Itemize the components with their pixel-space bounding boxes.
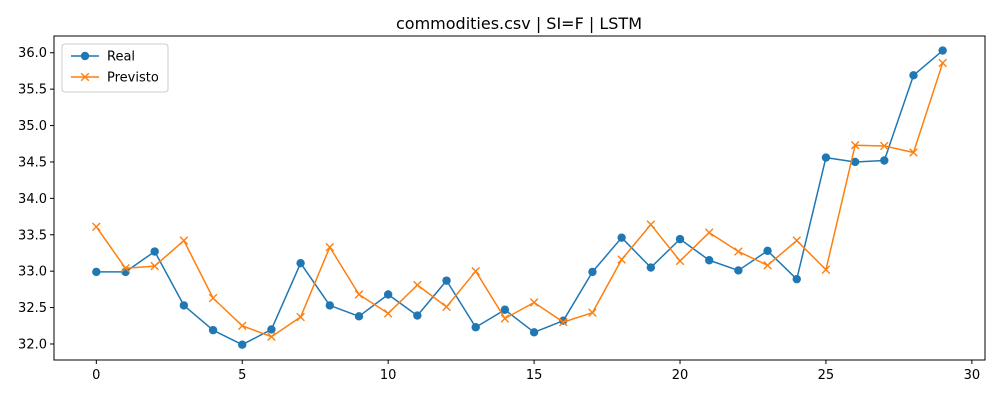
data-point-previsto xyxy=(413,280,422,290)
series-line-previsto xyxy=(95,62,944,338)
data-point-previsto xyxy=(500,314,510,323)
data-point-real xyxy=(296,258,305,268)
data-point-real xyxy=(471,323,480,332)
data-point-previsto xyxy=(179,236,189,245)
data-point-real xyxy=(92,267,101,277)
data-point-previsto xyxy=(617,255,626,264)
data-point-previsto xyxy=(588,308,597,317)
data-point-real xyxy=(267,325,276,334)
data-point-previsto xyxy=(558,317,568,327)
legend-marker-real xyxy=(80,51,90,61)
axes-frame xyxy=(53,35,986,361)
y-tick-label: 35.0 xyxy=(18,119,47,134)
x-tick-label: 30 xyxy=(964,368,981,383)
data-point-previsto xyxy=(208,293,218,303)
data-point-real xyxy=(442,276,451,285)
data-point-previsto xyxy=(938,58,947,68)
data-point-real xyxy=(763,246,772,255)
data-point-real xyxy=(850,157,860,167)
data-point-previsto xyxy=(354,290,364,299)
data-point-real xyxy=(617,233,626,242)
data-point-real xyxy=(325,301,334,310)
data-point-previsto xyxy=(442,302,451,312)
data-point-previsto xyxy=(471,266,481,276)
data-point-real xyxy=(938,46,947,55)
data-point-real xyxy=(179,301,189,310)
data-point-previsto xyxy=(92,222,101,232)
data-point-real xyxy=(238,340,247,349)
data-point-previsto xyxy=(880,141,889,151)
data-point-previsto xyxy=(150,261,159,271)
data-point-real xyxy=(909,71,918,80)
x-tick-label: 10 xyxy=(380,368,397,383)
data-point-real xyxy=(413,311,422,320)
data-point-previsto xyxy=(325,242,335,252)
data-point-real xyxy=(354,312,364,321)
data-point-real xyxy=(646,263,656,272)
y-tick-label: 32.0 xyxy=(18,337,47,352)
data-point-real xyxy=(821,153,831,162)
data-point-real xyxy=(675,234,685,244)
series-line-real xyxy=(96,49,944,346)
data-point-previsto xyxy=(850,140,860,150)
plot-area: 0 5 10 15 20 25 30 32.0 32.5 33.0 33.5 34.0 34.5 35.0… xyxy=(18,35,986,383)
data-point-real xyxy=(734,266,743,275)
x-tick-label: 25 xyxy=(818,368,835,383)
data-point-previsto xyxy=(704,228,714,237)
x-tick-label: 15 xyxy=(526,368,543,383)
data-point-previsto xyxy=(121,263,130,273)
legend-label-previsto: Previsto xyxy=(107,71,159,86)
x-tick-label: 20 xyxy=(672,368,689,383)
data-point-previsto xyxy=(237,321,247,331)
data-point-real xyxy=(588,267,597,277)
data-point-previsto xyxy=(675,256,685,266)
data-point-previsto xyxy=(792,236,802,245)
data-point-previsto xyxy=(821,265,831,275)
data-point-real xyxy=(792,274,801,284)
data-point-previsto xyxy=(734,247,743,256)
data-point-real xyxy=(529,328,539,337)
data-point-real xyxy=(500,305,510,314)
data-point-real xyxy=(383,290,393,299)
y-tick-label: 35.5 xyxy=(18,83,47,98)
data-point-real xyxy=(880,156,889,165)
y-tick-label: 33.0 xyxy=(18,265,47,280)
data-point-previsto xyxy=(646,220,656,229)
y-tick-label: 36.0 xyxy=(18,46,47,61)
x-tick-label: 5 xyxy=(238,368,246,383)
legend-label-real: Real xyxy=(107,50,135,65)
data-point-real xyxy=(705,256,714,265)
data-point-real xyxy=(208,325,218,335)
data-point-real xyxy=(559,316,568,325)
y-tick-label: 34.0 xyxy=(18,192,47,207)
data-point-previsto xyxy=(529,298,539,307)
data-point-previsto xyxy=(267,332,276,341)
x-tick-label: 0 xyxy=(92,368,100,383)
data-point-previsto xyxy=(296,312,305,322)
y-tick-label: 32.5 xyxy=(18,301,47,316)
data-point-previsto xyxy=(763,261,772,270)
data-point-real xyxy=(150,247,159,256)
chart-title: commodities.csv | SI=F | LSTM xyxy=(396,14,642,33)
legend-marker-previsto xyxy=(80,72,90,82)
y-tick-label: 34.5 xyxy=(18,155,47,170)
data-point-previsto xyxy=(909,148,918,157)
y-tick-label: 33.5 xyxy=(18,228,47,243)
data-point-previsto xyxy=(383,309,393,318)
